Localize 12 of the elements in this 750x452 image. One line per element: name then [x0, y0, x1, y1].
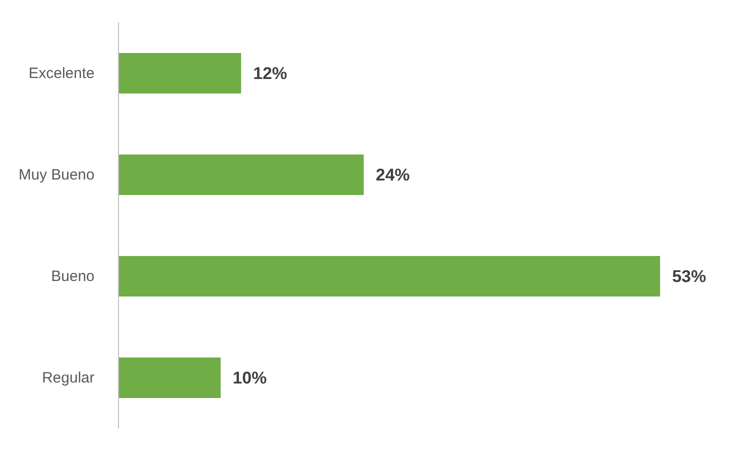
- bar: [118, 52, 242, 94]
- bar: [118, 357, 221, 398]
- data-label: 24%: [376, 165, 410, 184]
- data-label: 53%: [672, 266, 706, 286]
- y-tick-label: Regular: [42, 369, 95, 386]
- bar: [118, 154, 364, 196]
- bar: [118, 256, 660, 297]
- y-tick-label: Bueno: [51, 268, 94, 285]
- data-label: 12%: [253, 64, 288, 83]
- data-label: 10%: [232, 368, 267, 388]
- y-tick-label: Muy Bueno: [18, 166, 95, 184]
- y-tick-label: Excelente: [28, 64, 94, 82]
